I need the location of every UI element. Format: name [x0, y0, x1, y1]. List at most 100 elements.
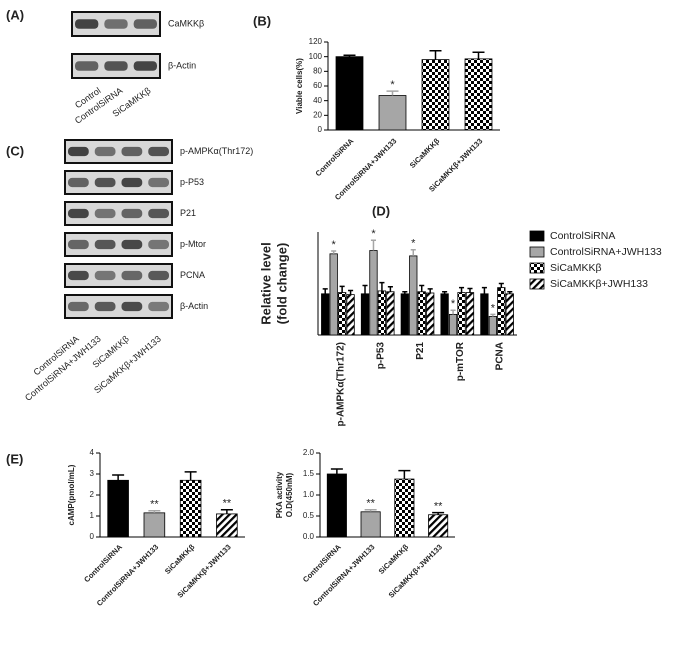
error-bar: [458, 286, 465, 293]
bar: [107, 479, 129, 538]
blot-band: [68, 208, 89, 219]
blot-band: [68, 239, 89, 250]
blot-strip: [64, 263, 173, 288]
error-bar: [429, 50, 442, 60]
blot-band: [104, 19, 128, 29]
x-tick-label: p-AMPKα(Thr172): [336, 342, 347, 426]
legend-label: SiCaMKKβ+JWH133: [550, 278, 648, 290]
blot-row-label: PCNA: [180, 270, 205, 280]
significance-mark: **: [434, 501, 443, 513]
y-tick-label: 0: [90, 532, 95, 541]
bar: [417, 291, 426, 336]
y-axis-label: Relative level: [258, 242, 273, 324]
x-tick-label: ControlSiRNA+JWH133: [95, 542, 160, 607]
y-tick-label: 100: [309, 52, 323, 61]
bar: [480, 293, 489, 336]
bar: [346, 294, 355, 336]
error-bar: [481, 286, 487, 294]
legend-label: SiCaMKKβ: [550, 262, 602, 274]
blot-band: [75, 61, 99, 71]
y-tick-label: 20: [313, 110, 322, 119]
blot-band: [94, 146, 116, 157]
panel-label: (B): [253, 13, 271, 28]
bar: [505, 293, 514, 336]
bar: [360, 511, 381, 538]
blot-band: [121, 146, 143, 157]
error-bar: [348, 289, 354, 295]
x-tick-label: PCNA: [495, 342, 506, 370]
blot-band: [68, 177, 89, 188]
blot-band: [94, 208, 116, 219]
x-tick-label: ControlSiRNA: [314, 136, 356, 178]
error-bar: [220, 508, 233, 514]
error-bar: [148, 510, 161, 513]
blot-band: [121, 177, 143, 188]
bar: [386, 291, 395, 336]
blot-band: [133, 61, 157, 71]
bar: [457, 292, 466, 336]
bar: [378, 95, 407, 131]
error-bar: [379, 281, 385, 291]
y-axis-label: (fold change): [274, 243, 289, 325]
legend-swatch: [529, 278, 545, 290]
bar: [335, 56, 364, 131]
blot-strip: [64, 201, 173, 226]
bar: [179, 479, 202, 538]
error-bar: [467, 287, 473, 293]
y-tick-label: 0.5: [303, 511, 315, 520]
significance-mark: **: [223, 498, 232, 510]
x-tick-label: p-mTOR: [455, 341, 466, 381]
error-bar: [184, 471, 197, 481]
blot-band: [94, 239, 116, 250]
blot-band: [94, 270, 116, 281]
error-bar: [450, 309, 456, 315]
blot-band: [148, 177, 169, 188]
error-bar: [402, 290, 408, 294]
blot-strip: [64, 170, 173, 195]
error-bar: [410, 248, 416, 256]
blot-band: [148, 146, 169, 157]
blot-row-label: CaMKKβ: [168, 18, 204, 28]
error-bar: [331, 250, 337, 254]
significance-mark: *: [390, 79, 395, 91]
x-tick-label: ControlSiRNA+JWH133: [311, 542, 376, 607]
bar: [488, 316, 497, 336]
y-tick-label: 40: [313, 96, 322, 105]
blot-strip: [64, 294, 173, 319]
error-bar: [498, 282, 504, 288]
y-tick-label: 120: [309, 37, 323, 46]
blot-row-label: p-P53: [180, 177, 204, 187]
blot-band: [68, 301, 89, 312]
blot-row-label: β-Actin: [180, 301, 208, 311]
x-tick-label: SiCaMKKβ: [377, 542, 411, 576]
bar: [394, 478, 415, 538]
legend-swatch: [529, 246, 545, 258]
y-tick-label: 2: [90, 490, 95, 499]
panel-label: (E): [6, 451, 23, 466]
blot-row-label: p-AMPKα(Thr172): [180, 146, 253, 156]
error-bar: [398, 469, 411, 480]
error-bar: [507, 290, 513, 294]
y-tick-label: 3: [90, 469, 95, 478]
bar: [326, 473, 347, 538]
panel-label: (A): [6, 7, 24, 22]
bar: [377, 290, 387, 336]
blot-row-label: β-Actin: [168, 60, 196, 70]
blot-band: [68, 146, 89, 157]
legend-label: ControlSiRNA+JWH133: [550, 246, 662, 258]
blot-strip: [64, 139, 173, 164]
error-bar: [427, 288, 433, 293]
significance-mark: *: [491, 302, 496, 314]
significance-mark: *: [371, 228, 376, 240]
blot-band: [68, 270, 89, 281]
bar: [440, 293, 449, 336]
bar: [329, 253, 338, 336]
error-bar: [472, 51, 485, 59]
legend-swatch: [529, 262, 545, 274]
blot-band: [121, 270, 143, 281]
error-bar: [442, 290, 448, 294]
blot-band: [148, 239, 169, 250]
blot-row-label: P21: [180, 208, 196, 218]
bar: [426, 292, 435, 336]
